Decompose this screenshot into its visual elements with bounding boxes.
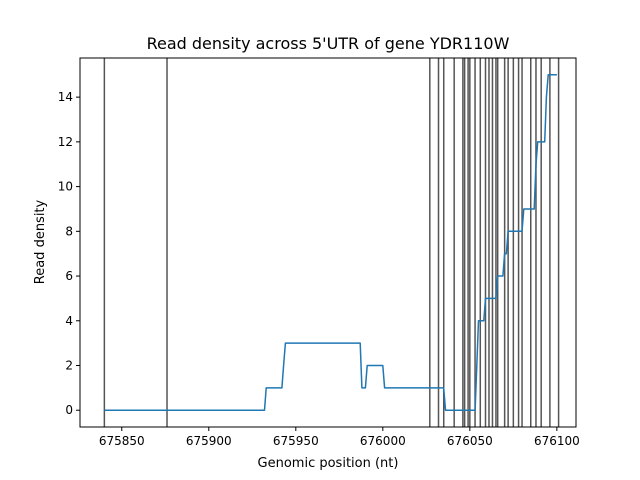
y-tick-label-3: 6: [65, 269, 73, 283]
x-tick-label-2: 675950: [273, 434, 319, 448]
y-axis: 0 2 4 6 8 10 12 14: [58, 90, 80, 417]
plot-area-frame: [79, 57, 577, 428]
x-axis-label: Genomic position (nt): [258, 456, 399, 471]
y-tick-label-2: 4: [65, 314, 73, 328]
series-line-0: [104, 74, 557, 411]
vertical-marker-lines: [103, 58, 560, 427]
y-axis-label: Read density: [33, 199, 48, 284]
y-tick-label-0: 0: [65, 403, 73, 417]
data-series: [104, 74, 557, 411]
y-tick-label-5: 10: [58, 180, 73, 194]
x-axis: 675850 675900 675950 676000 676050 676100: [99, 427, 580, 448]
chart-title: Read density across 5'UTR of gene YDR110…: [147, 34, 510, 53]
y-tick-label-1: 2: [65, 359, 73, 373]
x-tick-label-1: 675900: [186, 434, 232, 448]
y-tick-label-4: 8: [65, 224, 73, 238]
y-tick-label-7: 14: [58, 90, 73, 104]
x-tick-label-3: 676000: [360, 434, 406, 448]
x-tick-label-5: 676100: [534, 434, 580, 448]
y-tick-label-6: 12: [58, 135, 73, 149]
x-tick-label-4: 676050: [447, 434, 493, 448]
x-tick-label-0: 675850: [99, 434, 145, 448]
